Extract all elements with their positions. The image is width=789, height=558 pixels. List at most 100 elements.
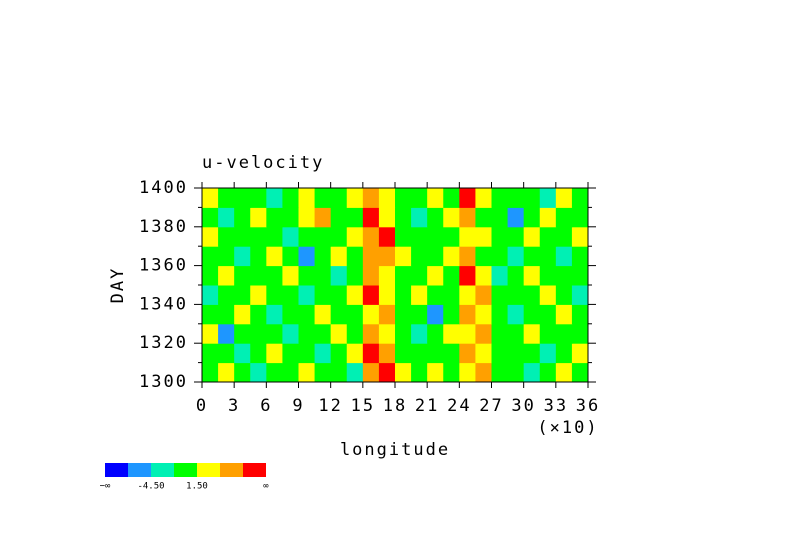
cell: [411, 362, 428, 383]
cell: [234, 188, 251, 208]
cell: [539, 343, 557, 364]
colorbar-end-label: −∞: [100, 482, 111, 492]
cell: [234, 207, 251, 228]
x-tick-label: 18: [383, 396, 407, 416]
cell: [491, 362, 509, 383]
cell: [266, 343, 283, 364]
cell: [523, 362, 541, 383]
cell: [202, 188, 219, 208]
cell: [555, 207, 573, 228]
cell: [459, 304, 476, 325]
cell: [202, 323, 219, 344]
cell: [298, 343, 316, 364]
cell: [427, 226, 444, 247]
cell: [346, 285, 364, 305]
cell: [523, 246, 541, 267]
cell: [571, 343, 589, 364]
cell: [202, 285, 219, 305]
cell: [411, 265, 428, 286]
cell: [330, 323, 348, 344]
cell: [411, 343, 428, 364]
cell: [378, 285, 396, 305]
cell: [346, 362, 364, 383]
cell: [443, 343, 460, 364]
cell: [266, 246, 283, 267]
y-tick-label: 1400: [139, 178, 188, 198]
cell: [330, 226, 348, 247]
cell: [507, 323, 525, 344]
cell: [282, 343, 299, 364]
cell: [362, 362, 380, 383]
cell: [475, 226, 492, 247]
cell: [459, 343, 476, 364]
cell: [378, 343, 396, 364]
cell: [395, 323, 412, 344]
cell: [539, 226, 557, 247]
cell: [218, 304, 235, 325]
cell: [314, 207, 332, 228]
cell: [475, 285, 492, 305]
cell: [571, 207, 589, 228]
y-tick-label: 1300: [139, 372, 188, 392]
cell: [298, 362, 316, 383]
cell: [330, 285, 348, 305]
x-tick-label: 36: [576, 396, 600, 416]
cell: [250, 285, 267, 305]
cell: [507, 304, 525, 325]
cell: [330, 343, 348, 364]
cell: [298, 226, 316, 247]
cell: [523, 323, 541, 344]
cell: [523, 265, 541, 286]
cell: [507, 362, 525, 383]
cell: [507, 188, 525, 208]
cell: [314, 285, 332, 305]
y-tick-label: 1320: [139, 333, 188, 353]
cell: [250, 246, 267, 267]
cell: [314, 226, 332, 247]
cell: [362, 246, 380, 267]
cell: [202, 207, 219, 228]
cell: [346, 323, 364, 344]
cell: [282, 188, 299, 208]
cell: [282, 362, 299, 383]
colorbar-box: [220, 463, 243, 477]
cell: [475, 188, 492, 208]
y-axis-label: DAY: [108, 267, 128, 304]
cell: [539, 188, 557, 208]
x-multiplier: (×10): [537, 418, 598, 438]
cell: [314, 246, 332, 267]
cell: [250, 188, 267, 208]
cell: [491, 285, 509, 305]
cell: [250, 265, 267, 286]
cell: [427, 285, 444, 305]
cell: [298, 265, 316, 286]
cell: [411, 323, 428, 344]
cell: [475, 207, 492, 228]
cell: [571, 265, 589, 286]
cell: [330, 265, 348, 286]
cell: [571, 285, 589, 305]
cell: [282, 285, 299, 305]
cell: [443, 285, 460, 305]
cell: [202, 343, 219, 364]
cell: [266, 226, 283, 247]
cell: [475, 246, 492, 267]
cell: [218, 246, 235, 267]
colorbar-box: [105, 463, 128, 477]
cell: [346, 188, 364, 208]
cell: [362, 285, 380, 305]
cell: [378, 207, 396, 228]
cell: [539, 246, 557, 267]
cell: [378, 246, 396, 267]
cell: [250, 343, 267, 364]
cell: [378, 188, 396, 208]
cell: [555, 188, 573, 208]
cell: [218, 362, 235, 383]
cell: [395, 362, 412, 383]
cell: [523, 304, 541, 325]
cell: [523, 285, 541, 305]
cell: [218, 285, 235, 305]
cell: [234, 362, 251, 383]
cell: [555, 265, 573, 286]
